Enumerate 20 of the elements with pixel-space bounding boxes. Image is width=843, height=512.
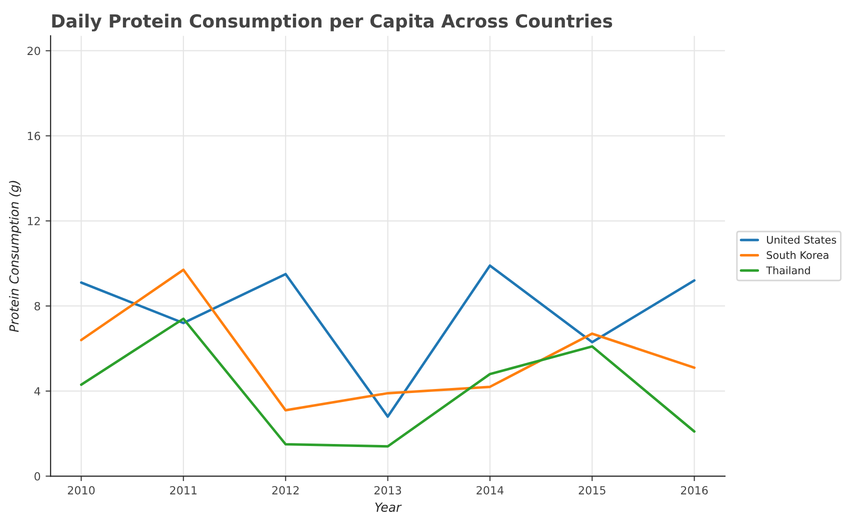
y-tick-label: 0 bbox=[34, 472, 40, 481]
y-tick-label: 16 bbox=[28, 132, 40, 140]
x-tick-label: 2014 bbox=[476, 486, 504, 494]
y-axis-title: Protein Consumption (g) bbox=[9, 180, 22, 332]
x-tick-label: 2015 bbox=[578, 486, 606, 494]
x-tick-label: 2012 bbox=[272, 486, 299, 494]
x-tick-label: 2011 bbox=[170, 486, 197, 494]
y-tick-label: 20 bbox=[28, 46, 40, 56]
y-tick-label: 12 bbox=[28, 216, 40, 226]
x-tick-label: 2010 bbox=[68, 486, 95, 494]
x-tick-label: 2016 bbox=[681, 486, 708, 494]
legend-label: South Korea bbox=[766, 250, 828, 260]
y-tick-label: 8 bbox=[34, 302, 40, 310]
legend-label: Thailand bbox=[766, 266, 810, 274]
y-tick-label: 4 bbox=[34, 387, 40, 396]
x-tick-label: 2013 bbox=[374, 486, 402, 494]
chart-title: Daily Protein Consumption per Capita Across Countries bbox=[52, 14, 612, 32]
legend-label: United States bbox=[767, 236, 836, 244]
line-series bbox=[80, 318, 696, 448]
x-axis-title: Year bbox=[375, 502, 402, 512]
